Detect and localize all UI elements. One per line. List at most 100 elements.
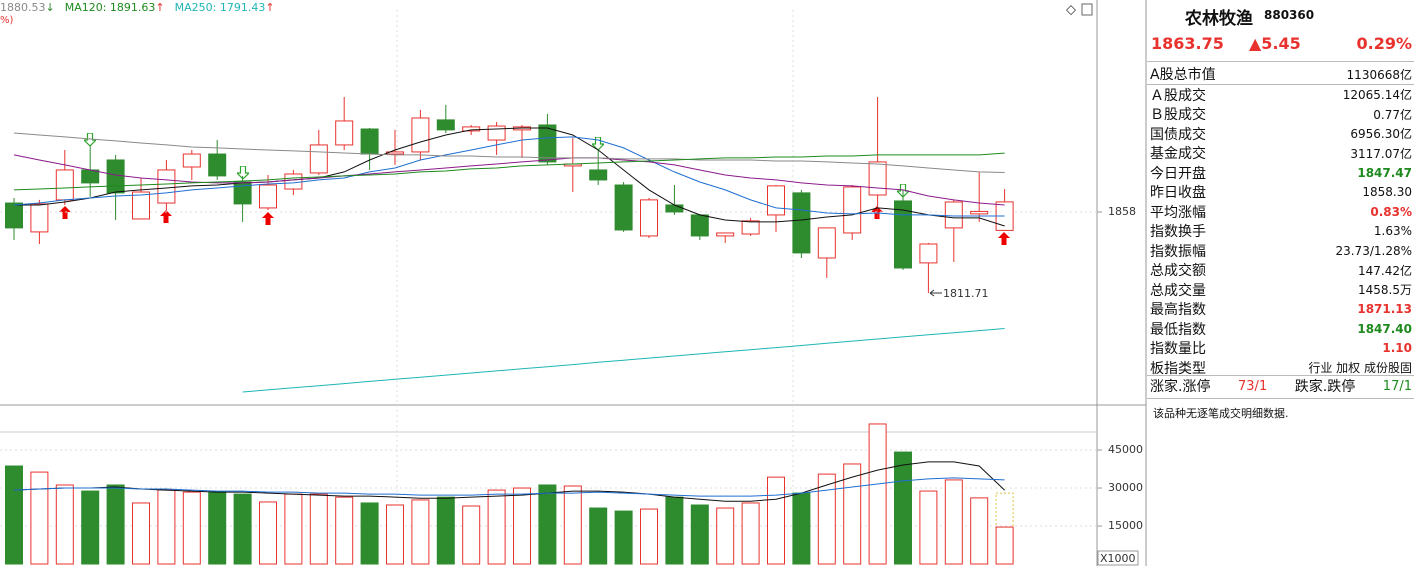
breadth-row: 涨家.涨停 73/1 跌家.跌停 17/1 — [1150, 376, 1414, 396]
candle-body — [843, 186, 862, 234]
volume-bar — [360, 502, 379, 565]
separator — [1147, 61, 1414, 62]
low-pointer — [929, 289, 942, 297]
stat-row: 今日开盘 1847.47 — [1150, 163, 1414, 183]
volume-bar — [640, 508, 658, 565]
candle-body — [538, 124, 557, 163]
candle-body — [716, 232, 735, 237]
volume-bar — [208, 491, 227, 565]
volume-bar — [106, 484, 125, 565]
row-label: 基金成交 — [1150, 146, 1206, 162]
candle-body — [817, 227, 836, 259]
volume-bar — [30, 471, 49, 565]
volume-bar — [462, 505, 481, 565]
row-value: 行业 加权 成份股固 — [1308, 361, 1412, 375]
row-value: 1.10 — [1382, 341, 1412, 355]
volume-bar — [817, 473, 836, 565]
stat-row: 昨日收盘 1858.30 — [1150, 182, 1414, 202]
buy-signal — [59, 206, 71, 219]
candle-body — [614, 184, 633, 231]
row-value: 23.73/1.28% — [1335, 243, 1412, 258]
legend-entry: MA250: 1791.43↑ — [175, 1, 275, 14]
volume-bar — [716, 507, 735, 565]
row-value: 6956.30亿 — [1350, 127, 1412, 141]
row-label: 跌家.跌停 — [1294, 379, 1356, 395]
separator — [1147, 84, 1414, 85]
legend-trend: ↑ — [265, 1, 275, 14]
low-annotation: 1811.71 — [943, 287, 989, 300]
volume-bar — [436, 496, 455, 565]
volume-bar — [970, 497, 989, 565]
row-label: Ａ股成交 — [1150, 87, 1206, 104]
volume-bar — [5, 465, 23, 565]
candle-body — [106, 159, 125, 194]
row-label: A股总市值 — [1150, 67, 1216, 83]
volume-bar — [487, 489, 506, 565]
candle-body — [665, 204, 684, 213]
candle-body — [360, 128, 379, 155]
candle-body — [792, 192, 811, 254]
row-value: 17/1 — [1382, 378, 1412, 394]
candle-body — [81, 169, 100, 184]
stat-row: 指数量比 1.10 — [1150, 338, 1414, 358]
toolbar-icon[interactable]: ◇ — [1066, 3, 1076, 18]
buy-signal — [998, 232, 1010, 245]
candle-body — [30, 203, 49, 233]
stat-row: 指数换手 1.63% — [1150, 221, 1414, 241]
quote-panel: 农林牧渔 880360 1863.75 ▲5.45 0.29% 涨家.涨停 73… — [1147, 0, 1414, 566]
price: 1863.75 — [1151, 34, 1224, 53]
candle-body — [487, 125, 506, 141]
row-value: 1858.30 — [1362, 185, 1412, 199]
candle-body — [132, 191, 150, 220]
row-label: Ｂ股成交 — [1150, 107, 1206, 123]
row-value: 0.77亿 — [1373, 107, 1412, 122]
row-value: 147.42亿 — [1358, 263, 1412, 278]
candle-body — [55, 169, 74, 201]
volume-bar — [944, 479, 963, 565]
candle-body — [259, 184, 277, 209]
row-label: 涨家.涨停 — [1150, 379, 1211, 395]
row-label: 平均涨幅 — [1150, 204, 1206, 221]
row-value: 12065.14亿 — [1342, 88, 1412, 102]
toolbar-icon[interactable] — [1081, 3, 1093, 16]
legend-text: MA120: 1891.63 — [64, 1, 156, 14]
candle-body — [182, 153, 201, 168]
change: ▲5.45 — [1249, 34, 1301, 53]
legend-trend: ↑ — [155, 1, 165, 14]
volume-bar — [589, 507, 608, 565]
legend-trend: ↓ — [45, 1, 55, 14]
candle-body — [462, 126, 481, 132]
row-label: 今日开盘 — [1150, 165, 1206, 182]
volume-bar — [614, 510, 633, 565]
volume-bar — [995, 526, 1014, 565]
volume-bar — [284, 493, 303, 565]
row-value: 1458.5万 — [1358, 283, 1412, 297]
volume-bar — [792, 492, 811, 565]
volume-bar — [538, 484, 557, 565]
volume-bar — [182, 491, 201, 565]
unit-label: X1000 — [1100, 552, 1136, 565]
candle-body — [690, 214, 709, 237]
stat-row: 总成交量 1458.5万 — [1150, 280, 1414, 300]
ma-line — [14, 127, 1005, 227]
stat-row: A股总市值 1130668亿 — [1150, 64, 1414, 84]
ma-line — [13, 154, 1005, 206]
row-label: 总成交额 — [1150, 263, 1206, 279]
row-label: 最高指数 — [1150, 302, 1206, 318]
stat-row: 基金成交 3117.07亿 — [1150, 143, 1414, 163]
separator — [1147, 375, 1414, 376]
volume-bar — [386, 504, 404, 565]
row-value: 1847.40 — [1357, 321, 1412, 336]
candle-body — [767, 185, 785, 216]
ma-line — [242, 328, 1005, 393]
stat-row: 指数振幅 23.73/1.28% — [1150, 241, 1414, 261]
volume-bar — [741, 502, 760, 565]
volume-bar — [665, 496, 684, 565]
y-tick-label: 15000 — [1108, 519, 1143, 532]
stat-row: 总成交额 147.42亿 — [1150, 260, 1414, 280]
candle-body — [589, 169, 608, 181]
y-tick-label: 30000 — [1108, 481, 1143, 494]
candle-body — [284, 173, 303, 190]
volume-bar — [157, 489, 176, 565]
volume-bar — [919, 490, 938, 565]
